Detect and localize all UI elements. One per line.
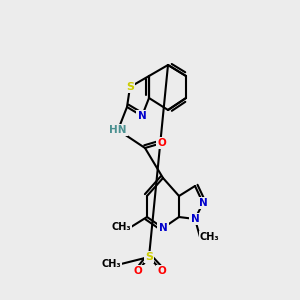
Text: HN: HN — [109, 125, 127, 135]
Text: N: N — [138, 111, 146, 121]
Text: N: N — [199, 198, 207, 208]
Text: S: S — [145, 252, 153, 262]
Text: N: N — [159, 223, 167, 233]
Text: CH₃: CH₃ — [111, 222, 131, 232]
Text: O: O — [158, 266, 166, 276]
Text: CH₃: CH₃ — [101, 259, 121, 269]
Text: O: O — [158, 138, 166, 148]
Text: N: N — [190, 214, 200, 224]
Text: O: O — [134, 266, 142, 276]
Text: CH₃: CH₃ — [200, 232, 220, 242]
Text: S: S — [126, 82, 134, 92]
